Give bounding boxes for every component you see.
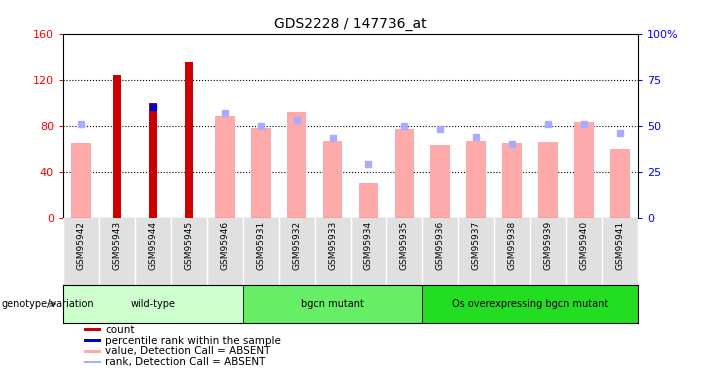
- Bar: [84, 350, 101, 353]
- Bar: [503, 143, 522, 218]
- Text: GSM95931: GSM95931: [256, 221, 265, 270]
- Bar: [359, 183, 379, 218]
- Bar: [84, 339, 101, 342]
- Text: GSM95946: GSM95946: [220, 221, 229, 270]
- Text: rank, Detection Call = ABSENT: rank, Detection Call = ABSENT: [105, 357, 266, 367]
- Text: genotype/variation: genotype/variation: [1, 299, 94, 309]
- Bar: [149, 103, 157, 218]
- Text: GSM95945: GSM95945: [184, 221, 193, 270]
- Bar: [430, 145, 450, 218]
- Bar: [422, 285, 638, 322]
- Text: GSM95934: GSM95934: [364, 221, 373, 270]
- Text: GSM95940: GSM95940: [580, 221, 589, 270]
- Text: bgcn mutant: bgcn mutant: [301, 299, 364, 309]
- Text: GSM95943: GSM95943: [112, 221, 121, 270]
- Bar: [610, 148, 629, 217]
- Text: GSM95941: GSM95941: [615, 221, 625, 270]
- Text: GSM95942: GSM95942: [76, 221, 86, 270]
- Bar: [287, 112, 306, 218]
- Bar: [72, 143, 91, 218]
- Text: GSM95944: GSM95944: [149, 221, 158, 270]
- Bar: [113, 75, 121, 217]
- Bar: [538, 142, 558, 218]
- Text: GSM95938: GSM95938: [508, 221, 517, 270]
- Bar: [466, 141, 486, 218]
- Bar: [185, 63, 193, 217]
- Text: wild-type: wild-type: [130, 299, 175, 309]
- Bar: [574, 122, 594, 218]
- Bar: [63, 285, 243, 322]
- Text: GSM95937: GSM95937: [472, 221, 481, 270]
- Bar: [322, 141, 342, 218]
- Text: GSM95933: GSM95933: [328, 221, 337, 270]
- Text: value, Detection Call = ABSENT: value, Detection Call = ABSENT: [105, 346, 271, 356]
- Bar: [251, 128, 271, 218]
- Text: GSM95939: GSM95939: [543, 221, 552, 270]
- Bar: [84, 328, 101, 331]
- Text: Os overexpressing bgcn mutant: Os overexpressing bgcn mutant: [452, 299, 608, 309]
- Text: count: count: [105, 325, 135, 335]
- Bar: [215, 116, 235, 218]
- Text: GSM95935: GSM95935: [400, 221, 409, 270]
- Text: GSM95936: GSM95936: [436, 221, 445, 270]
- Bar: [395, 129, 414, 218]
- Text: percentile rank within the sample: percentile rank within the sample: [105, 336, 281, 345]
- Text: GSM95932: GSM95932: [292, 221, 301, 270]
- Bar: [243, 285, 422, 322]
- Bar: [84, 360, 101, 363]
- Title: GDS2228 / 147736_at: GDS2228 / 147736_at: [274, 17, 427, 32]
